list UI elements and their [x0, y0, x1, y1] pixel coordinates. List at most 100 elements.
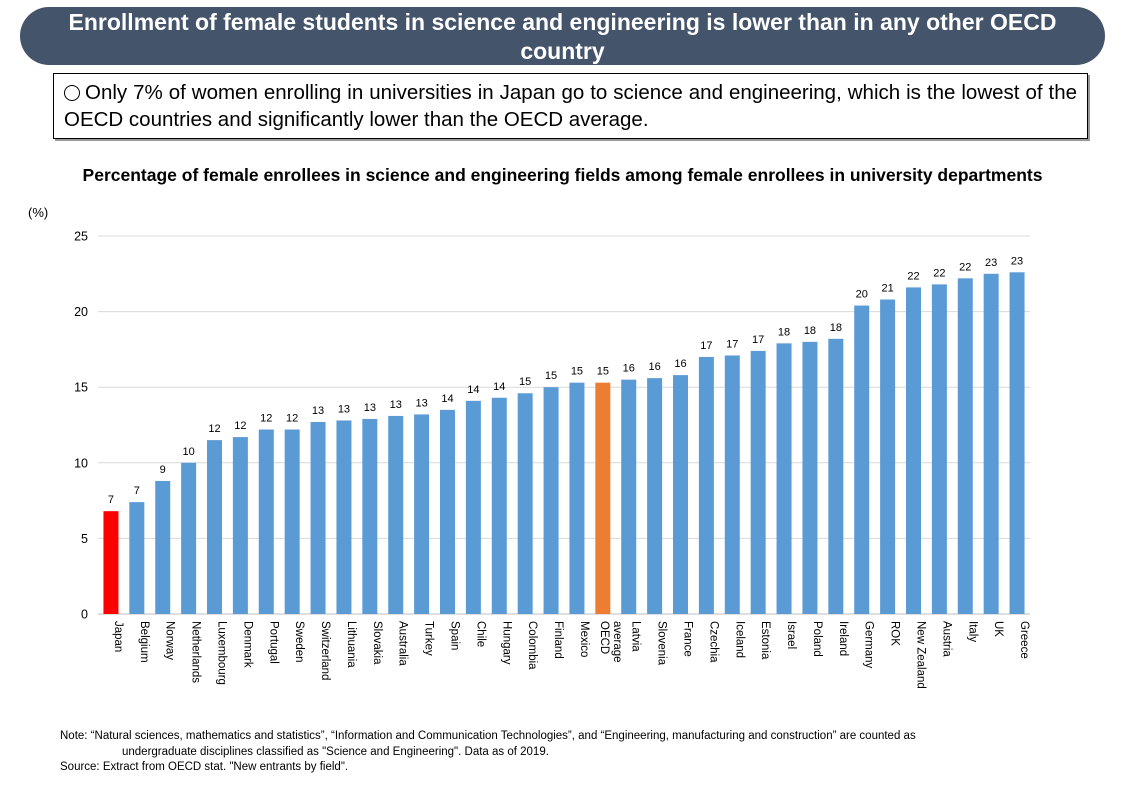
x-tick-label: average [611, 621, 623, 663]
y-tick-label: 15 [74, 381, 88, 395]
bar [207, 440, 222, 614]
data-label: 16 [648, 361, 660, 373]
bar [362, 418, 378, 614]
data-label: 22 [907, 270, 919, 282]
data-label: 17 [700, 340, 712, 352]
bar [491, 397, 507, 614]
data-label: 13 [415, 397, 427, 409]
bar [284, 429, 300, 614]
data-label: 18 [830, 322, 842, 334]
data-label: 22 [959, 261, 971, 273]
data-label: 14 [493, 381, 505, 393]
data-label: 10 [182, 446, 194, 458]
bar [854, 305, 870, 614]
x-tick-label: Estonia [759, 621, 771, 660]
bar [673, 375, 688, 614]
bar [543, 387, 559, 614]
data-label: 12 [208, 423, 220, 435]
x-tick-label: Hungary [500, 621, 512, 665]
bar [465, 400, 481, 614]
data-label: 18 [778, 326, 790, 338]
data-label: 16 [623, 363, 635, 375]
x-tick-label: Sweden [293, 621, 305, 663]
bar [258, 429, 274, 614]
data-label: 23 [1011, 255, 1023, 267]
data-label: 22 [933, 267, 945, 279]
data-label: 14 [467, 384, 479, 396]
x-tick-label: Mexico [578, 621, 590, 657]
data-label: 15 [597, 366, 609, 378]
chart-title: Percentage of female enrollees in scienc… [82, 165, 1043, 185]
bar [906, 287, 921, 614]
bar [776, 343, 792, 614]
x-tick-label: Austria [940, 621, 952, 657]
x-tick-label: OECD [598, 621, 610, 654]
y-tick-label: 25 [74, 230, 88, 244]
x-tick-label: Chile [474, 621, 486, 647]
x-tick-label: Ireland [837, 621, 849, 656]
bar [595, 382, 611, 614]
x-tick-label: Norway [164, 621, 176, 660]
data-label: 23 [985, 257, 997, 269]
x-tick-label: Denmark [241, 621, 253, 668]
x-tick-label: Japan [112, 621, 124, 652]
summary-text: Only 7% of women enrolling in universiti… [64, 81, 1077, 131]
x-tick-label: Turkey [423, 621, 435, 656]
note-line-1: Note: “Natural sciences, mathematics and… [60, 730, 916, 742]
data-label: 20 [856, 289, 868, 301]
y-tick-label: 10 [74, 456, 88, 470]
x-tick-label: Slovakia [371, 621, 383, 665]
page-title: Enrollment of female students in science… [68, 9, 1057, 64]
x-tick-label: Belgium [138, 621, 150, 663]
data-label: 15 [519, 376, 531, 388]
bar [155, 480, 171, 614]
data-label: 15 [571, 366, 583, 378]
notes-section: Note: “Natural sciences, mathematics and… [60, 729, 1060, 776]
source-line: Source: Extract from OECD stat. "New ent… [60, 761, 349, 773]
bar [129, 502, 145, 614]
x-tick-label: ROK [889, 621, 901, 646]
summary-text-block: Only 7% of women enrolling in universiti… [64, 79, 1077, 133]
bar [931, 284, 947, 614]
x-tick-label: Lithuania [345, 621, 357, 668]
bar [388, 415, 404, 614]
bar [698, 356, 714, 614]
circle-icon [64, 85, 80, 101]
x-tick-label: Czechia [707, 621, 719, 663]
x-tick-label: Germany [863, 621, 875, 669]
data-label: 12 [234, 420, 246, 432]
data-label: 13 [390, 399, 402, 411]
bar [802, 341, 818, 614]
bar [647, 378, 663, 614]
x-tick-label: Israel [785, 621, 797, 649]
data-label: 18 [804, 325, 816, 337]
x-tick-label: Colombia [526, 621, 538, 670]
note-line-2: undergraduate disciplines classified as … [122, 745, 549, 758]
y-tick-label: 20 [74, 305, 88, 319]
y-axis-unit-label: (%) [28, 205, 49, 220]
x-tick-label: Netherlands [190, 621, 202, 683]
data-label: 13 [338, 403, 350, 415]
x-tick-label: Slovenia [656, 621, 668, 666]
bar [310, 421, 326, 614]
x-tick-label: UK [992, 621, 1004, 637]
x-tick-label: Greece [1018, 621, 1030, 659]
bar [414, 414, 430, 614]
bar [517, 393, 533, 614]
x-tick-label: Australia [397, 621, 409, 666]
header-banner: Enrollment of female students in science… [20, 7, 1105, 65]
data-label: 15 [545, 370, 557, 382]
bar [181, 462, 197, 614]
data-label: 17 [726, 338, 738, 350]
bar [828, 338, 844, 614]
bar [232, 437, 248, 614]
x-tick-label: Switzerland [319, 621, 331, 680]
data-label: 7 [134, 485, 140, 497]
data-label: 13 [364, 402, 376, 414]
x-tick-label: Italy [966, 621, 978, 642]
bar [750, 350, 766, 614]
x-tick-label: Iceland [733, 621, 745, 658]
data-label: 13 [312, 405, 324, 417]
bar [440, 409, 455, 614]
